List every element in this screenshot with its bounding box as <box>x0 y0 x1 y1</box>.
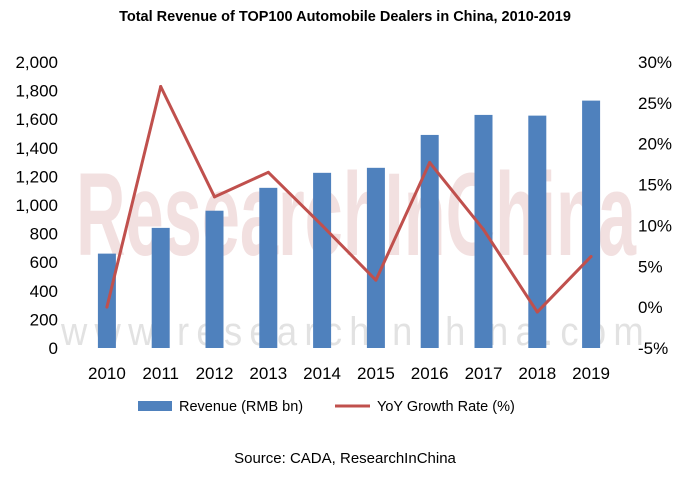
right-tick-label: -5% <box>638 339 668 358</box>
left-tick-label: 1,000 <box>15 196 58 215</box>
chart-title: Total Revenue of TOP100 Automobile Deale… <box>119 9 571 25</box>
left-tick-label: 600 <box>30 253 58 272</box>
bar-2014 <box>313 172 332 348</box>
right-tick-label: 10% <box>638 216 672 235</box>
watermark: ResearchInChina www.researchinchina.com <box>60 149 651 354</box>
x-tick-label: 2018 <box>518 364 556 383</box>
growth-point-2013 <box>266 170 270 174</box>
right-tick-label: 5% <box>638 257 663 276</box>
x-tick-label: 2011 <box>142 364 179 383</box>
left-tick-label: 400 <box>30 282 58 301</box>
legend-swatch-revenue <box>138 401 172 411</box>
watermark-url: www.researchinchina.com <box>60 310 651 354</box>
x-tick-label: 2012 <box>196 364 234 383</box>
bar-2015 <box>366 167 385 348</box>
bar-series <box>97 100 601 348</box>
left-axis-ticks: 0 200 400 600 800 1,000 1,200 1,400 1,600 1,800 2,… <box>15 53 58 358</box>
left-tick-label: 1,400 <box>15 139 58 158</box>
legend-label-revenue: Revenue (RMB bn) <box>179 399 303 415</box>
growth-point-2019 <box>589 254 593 258</box>
x-tick-label: 2017 <box>465 364 503 383</box>
line-series <box>105 85 593 314</box>
x-tick-label: 2013 <box>249 364 287 383</box>
growth-point-2017 <box>482 228 485 232</box>
growth-point-2014 <box>320 223 324 227</box>
right-tick-label: 25% <box>638 94 672 113</box>
legend: Revenue (RMB bn) YoY Growth Rate (%) <box>138 399 515 415</box>
legend-label-growth: YoY Growth Rate (%) <box>377 399 515 415</box>
right-tick-label: 30% <box>638 53 672 72</box>
growth-point-2015 <box>374 278 378 282</box>
x-axis-ticks: 2010 2011 2012 2013 2014 2015 2016 2017 2018 2019 <box>88 364 610 383</box>
growth-point-2011 <box>159 85 163 89</box>
left-tick-label: 1,200 <box>15 167 58 186</box>
growth-line <box>105 85 593 314</box>
bar-2011 <box>151 227 170 348</box>
left-tick-label: 1,800 <box>15 82 58 101</box>
right-tick-label: 0% <box>638 298 663 317</box>
right-tick-label: 15% <box>638 176 672 195</box>
growth-point-2018 <box>535 310 539 314</box>
growth-point-2010 <box>105 305 109 309</box>
x-tick-label: 2014 <box>303 364 341 383</box>
x-tick-label: 2019 <box>572 364 610 383</box>
left-tick-label: 1,600 <box>15 110 58 129</box>
source-note: Source: CADA, ResearchInChina <box>234 450 456 467</box>
left-tick-label: 200 <box>30 310 58 329</box>
bar-2012 <box>205 210 224 348</box>
growth-point-2016 <box>428 161 432 165</box>
bar-2010 <box>97 253 116 348</box>
x-tick-label: 2015 <box>357 364 395 383</box>
x-tick-label: 2016 <box>411 364 449 383</box>
bar-2018 <box>528 115 547 348</box>
growth-point-2012 <box>213 195 216 199</box>
bar-2019 <box>582 100 601 348</box>
right-axis-ticks: -5% 0% 5% 10% 15% 20% 25% 30% <box>638 53 672 358</box>
bar-2016 <box>420 134 439 348</box>
x-tick-label: 2010 <box>88 364 126 383</box>
right-tick-label: 20% <box>638 135 672 154</box>
left-tick-label: 0 <box>49 339 58 358</box>
bar-2013 <box>259 187 278 348</box>
left-tick-label: 2,000 <box>15 53 58 72</box>
left-tick-label: 800 <box>30 225 58 244</box>
